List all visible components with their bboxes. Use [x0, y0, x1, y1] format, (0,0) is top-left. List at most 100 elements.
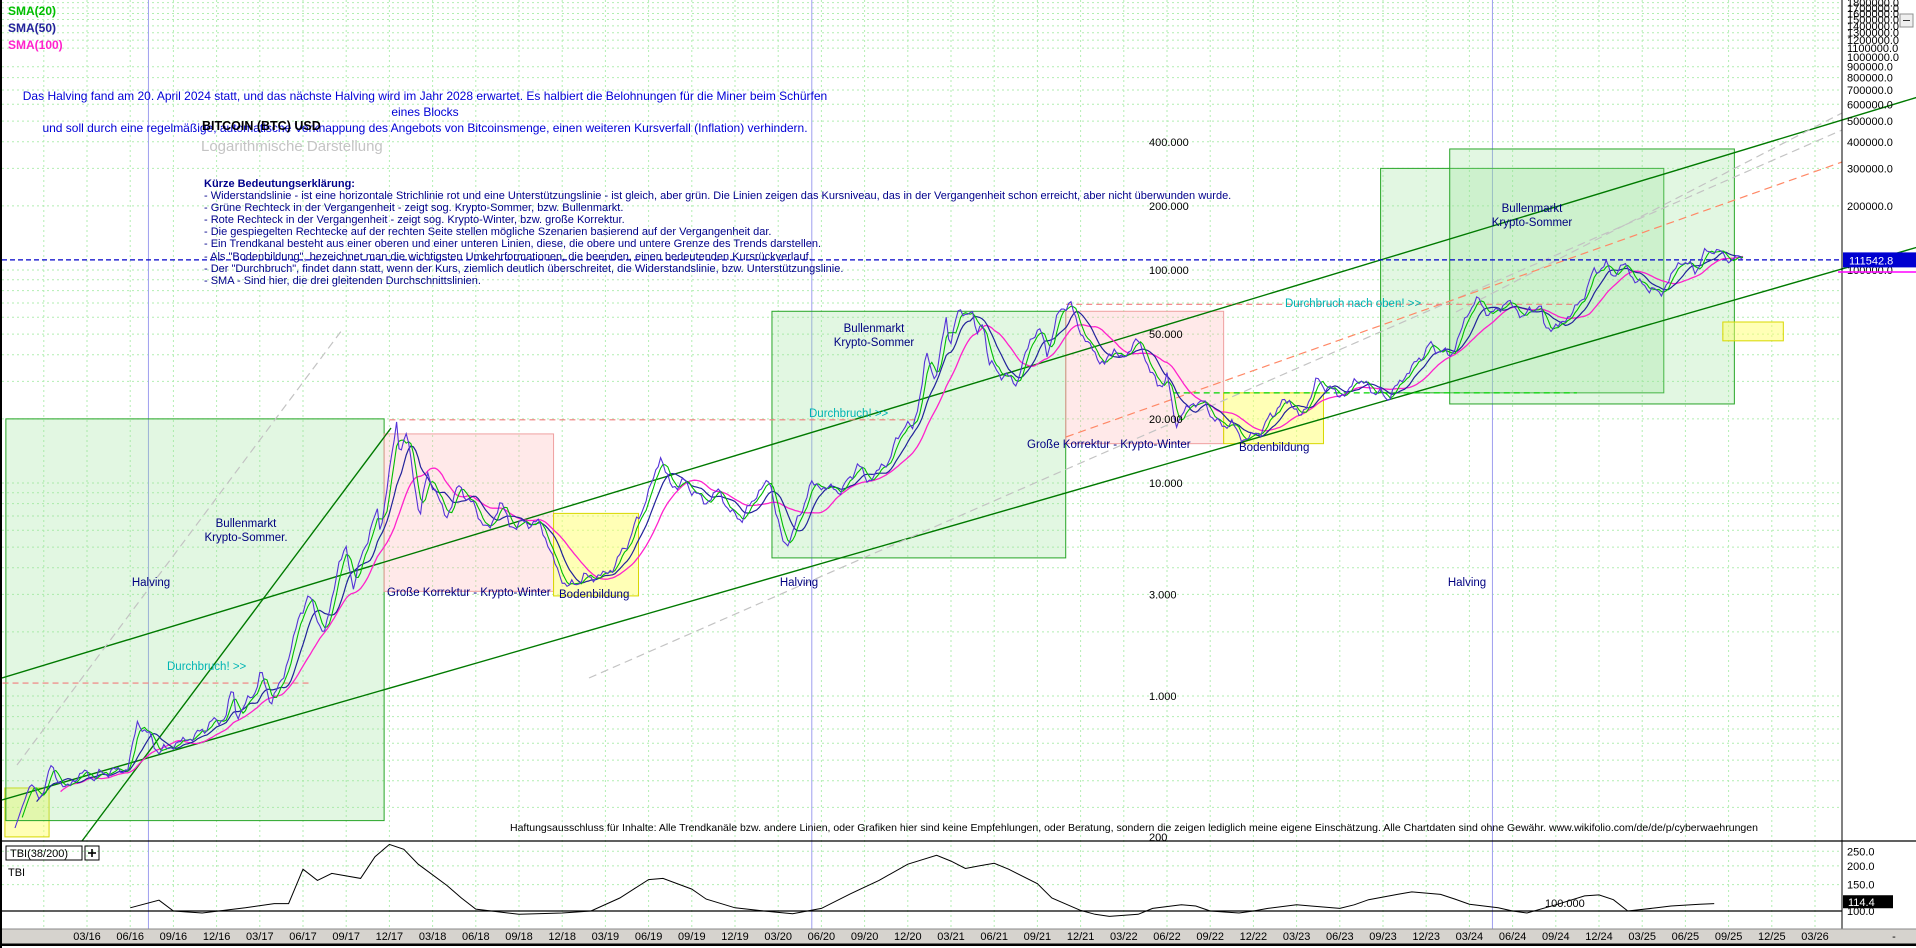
- annotation-label: Durchbruch nach oben! >>: [1285, 298, 1421, 310]
- x-axis-tick: 12/23: [1412, 931, 1440, 943]
- x-axis-tick: 06/19: [635, 931, 663, 943]
- explanation-line: - Der "Durchbruch", findet dann statt, w…: [204, 262, 844, 275]
- tbi-current-badge-label: 114.4: [1848, 897, 1875, 909]
- tbi-add-button[interactable]: [84, 845, 100, 861]
- price-axis-tick: 300000.0: [1847, 163, 1893, 175]
- x-axis-tick: 09/23: [1369, 931, 1397, 943]
- x-axis-tick: 12/22: [1240, 931, 1268, 943]
- annotation-label: Große Korrektur - Krypto-Winter: [387, 587, 551, 599]
- explanation-line: - Ein Trendkanal besteht aus einer obere…: [204, 238, 822, 251]
- scale-label: 1.000: [1149, 691, 1177, 703]
- x-axis-tick: 03/23: [1283, 931, 1311, 943]
- halving-note: Das Halving fand am 20. April 2024 statt…: [10, 88, 840, 136]
- bodenbildung-2018-19: [553, 512, 640, 597]
- bottom-border: [2, 943, 1916, 946]
- sma20-line: [21, 250, 1744, 818]
- price-line: [14, 247, 1744, 829]
- price-axis-tick: 100000.0: [1847, 265, 1893, 277]
- channel-trendline: [2, 96, 1916, 679]
- legend-sma20: SMA(20): [8, 4, 57, 18]
- price-axis-tick: 1800000.0: [1847, 0, 1899, 10]
- mirror-trendline: [588, 129, 1843, 679]
- x-axis-tick: 06/25: [1672, 931, 1700, 943]
- price-axis-tick: 200000.0: [1847, 201, 1893, 213]
- current-price-badge-label: 111542.8: [1849, 255, 1893, 267]
- annotation-label: Durchbruch! >>: [167, 661, 247, 673]
- price-axis-tick: 700000.0: [1847, 85, 1893, 97]
- bodenbildung-szenario: [1722, 321, 1784, 342]
- price-axis-tick: 1700000.0: [1847, 3, 1899, 15]
- x-axis-tick: 09/21: [1024, 931, 1052, 943]
- x-axis-tick: 06/22: [1153, 931, 1181, 943]
- sma100-line: [60, 255, 1744, 793]
- x-axis-tick: 06/18: [462, 931, 490, 943]
- scale-label: 400.000: [1149, 137, 1189, 149]
- x-axis-tick: 12/21: [1067, 931, 1095, 943]
- x-axis-tick: 06/24: [1499, 931, 1527, 943]
- mirror-trendline: [1455, 112, 1843, 313]
- chart-subtitle: Logarithmische Darstellung: [201, 138, 383, 155]
- annotation-label: Große Korrektur - Krypto-Winter: [1027, 439, 1191, 451]
- annotation-label: Halving: [132, 577, 170, 589]
- x-axis-tick: 09/17: [332, 931, 360, 943]
- annotation-label: Bodenbildung: [1239, 442, 1309, 454]
- x-axis-tick: 06/16: [116, 931, 144, 943]
- x-axis-tick: 03/16: [73, 931, 101, 943]
- tbi-axis-tick: 100.0: [1847, 906, 1875, 918]
- tbi-name-label: TBI: [8, 867, 25, 879]
- price-axis-tick: 1300000.0: [1847, 28, 1899, 40]
- x-axis-tick: 06/23: [1326, 931, 1354, 943]
- annotation-label: Halving: [1448, 577, 1486, 589]
- annotation-label: Halving: [780, 577, 818, 589]
- x-axis-tick: 03/24: [1456, 931, 1484, 943]
- x-axis-tick: 12/20: [894, 931, 922, 943]
- x-axis-tick: 06/17: [289, 931, 317, 943]
- x-axis-tick: 03/21: [937, 931, 965, 943]
- current-price-badge: [1843, 252, 1916, 268]
- annotation-label: Durchbruch! >>: [809, 408, 889, 420]
- channel-trendline: [81, 427, 392, 842]
- scale-label: 10.000: [1149, 478, 1183, 490]
- explanation-heading: Kürze Bedeutungserklärung:: [204, 178, 355, 190]
- x-axis-tick: 12/16: [203, 931, 231, 943]
- price-axis-tick: 400000.0: [1847, 137, 1893, 149]
- tbi-settings-button[interactable]: [5, 845, 83, 861]
- x-axis-tick: 12/24: [1585, 931, 1613, 943]
- tbi-axis-tick: 250.0: [1847, 846, 1875, 858]
- price-axis-tick: 900000.0: [1847, 62, 1893, 74]
- bullenmarkt-szenario-a: [1380, 167, 1665, 394]
- price-axis-tick: 500000.0: [1847, 116, 1893, 128]
- x-axis-tick: 03/19: [592, 931, 620, 943]
- annotation-label: Bodenbildung: [559, 589, 629, 601]
- x-axis-tick: 03/26: [1801, 931, 1829, 943]
- price-axis-tick: 1000000.0: [1847, 52, 1899, 64]
- explanation-line: - Die gespiegelten Rechtecke auf der rec…: [204, 226, 772, 239]
- tbi-line: [130, 843, 1715, 917]
- x-axis-tick: 12/17: [376, 931, 404, 943]
- price-axis-tick: 1200000.0: [1847, 35, 1899, 47]
- disclaimer: Haftungsausschluss für Inhalte: Alle Tre…: [510, 822, 1758, 834]
- kryptowinter-2022: [1065, 310, 1225, 445]
- tbi-settings-label: TBI(38/200): [10, 848, 68, 860]
- x-axis-tick: 09/16: [160, 931, 188, 943]
- bullenmarkt-szenario-b: [1449, 148, 1735, 405]
- annotation-label: Bullenmarkt Krypto-Sommer: [834, 323, 915, 349]
- x-axis-tick: 06/20: [808, 931, 836, 943]
- x-axis-tick: 09/18: [505, 931, 533, 943]
- price-axis-tick: 1100000.0: [1847, 43, 1898, 55]
- explanation-line: - Als "Bodenbildung", bezeichnet man die…: [204, 250, 812, 263]
- scale-label: 3.000: [1149, 589, 1177, 601]
- halving-note-line2: und soll durch eine regelmäßige, automat…: [42, 121, 808, 135]
- price-axis-tick: 1600000.0: [1847, 9, 1899, 21]
- tbi-axis-tick: 150.0: [1847, 880, 1875, 892]
- x-axis-tick: 03/20: [764, 931, 792, 943]
- price-axis-tick: 600000.0: [1847, 99, 1893, 111]
- halving-note-line1: Das Halving fand am 20. April 2024 statt…: [22, 89, 828, 119]
- scale-label: 200.000: [1149, 201, 1189, 213]
- scale-label: 100.000: [1149, 265, 1189, 277]
- x-axis-tick: 03/17: [246, 931, 274, 943]
- explanation-line: - SMA - Sind hier, die drei gleitenden D…: [204, 274, 481, 287]
- x-axis-tick: 09/19: [678, 931, 706, 943]
